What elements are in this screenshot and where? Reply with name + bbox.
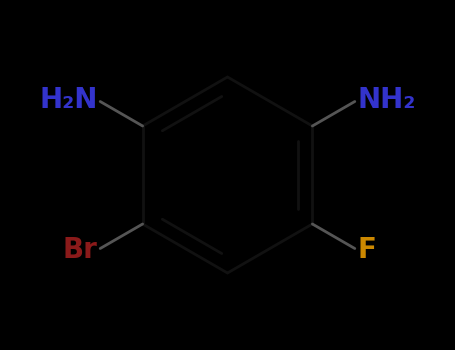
Text: F: F [357, 236, 376, 264]
Text: H₂N: H₂N [40, 86, 98, 114]
Text: NH₂: NH₂ [357, 86, 415, 114]
Text: Br: Br [63, 236, 98, 264]
